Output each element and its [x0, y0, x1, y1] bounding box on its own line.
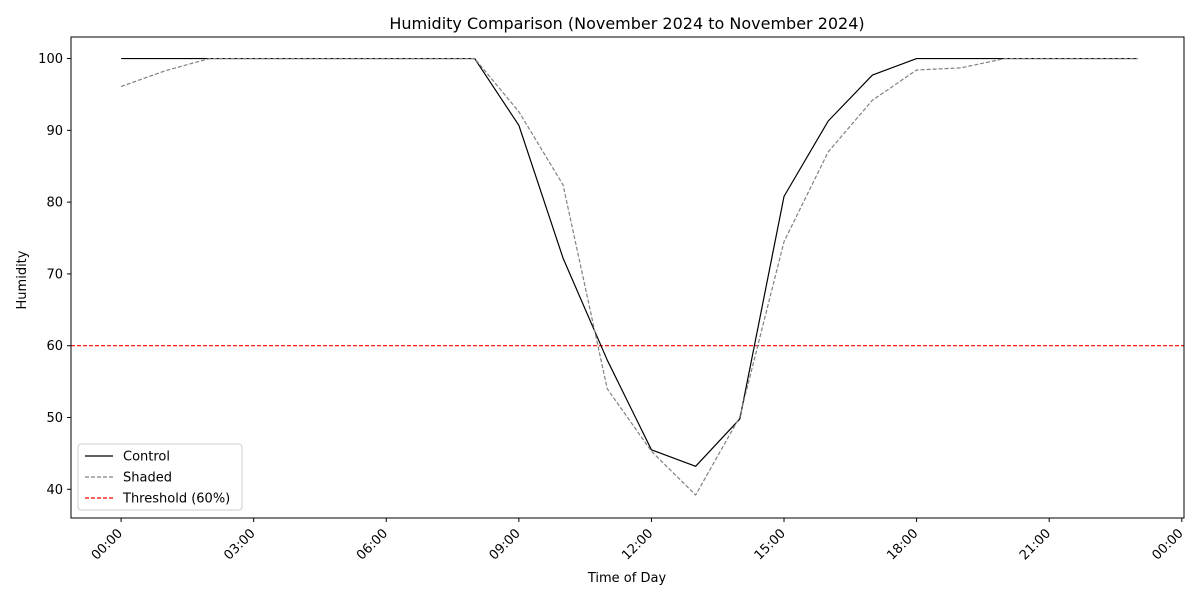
y-axis-label: Humidity: [15, 250, 30, 309]
series-line-shaded: [120, 57, 1138, 496]
y-tick-label: 70: [46, 267, 63, 282]
x-tick-label: 15:00: [752, 526, 789, 563]
legend-label: Threshold (60%): [122, 492, 230, 507]
y-tick-label: 100: [38, 52, 63, 67]
legend-label: Control: [123, 450, 170, 465]
legend-label: Shaded: [123, 471, 172, 486]
x-tick-label: 03:00: [221, 526, 258, 563]
y-tick-label: 40: [46, 483, 63, 498]
y-tick-label: 50: [46, 411, 63, 426]
x-tick-label: 21:00: [1017, 526, 1054, 563]
legend: Control Shaded Threshold (60%): [77, 443, 243, 511]
plot-frame: [70, 36, 1185, 519]
plot-area: [71, 57, 1184, 496]
chart-title: Humidity Comparison (November 2024 to No…: [389, 14, 864, 33]
x-tick-label: 06:00: [354, 526, 391, 563]
x-tick-label: 12:00: [619, 526, 656, 563]
y-tick-label: 90: [46, 124, 63, 139]
x-tick-label: 00:00: [89, 526, 126, 563]
series-line-control: [121, 57, 1138, 467]
y-tick-label: 80: [46, 196, 63, 211]
x-tick-label: 18:00: [884, 526, 921, 563]
x-axis-label: Time of Day: [587, 571, 667, 586]
y-tick-label: 60: [46, 339, 63, 354]
legend-box: [77, 443, 243, 511]
x-tick-label: 09:00: [487, 526, 524, 563]
x-tick-label: 00:00: [1150, 526, 1187, 563]
